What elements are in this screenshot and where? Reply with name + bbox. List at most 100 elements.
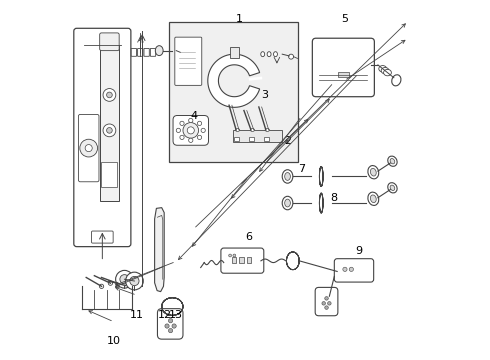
Ellipse shape: [235, 129, 240, 131]
Ellipse shape: [285, 199, 291, 207]
Polygon shape: [208, 54, 260, 107]
Circle shape: [107, 127, 112, 133]
Text: 13: 13: [169, 310, 183, 320]
Circle shape: [107, 92, 112, 98]
Circle shape: [189, 138, 193, 143]
Circle shape: [120, 275, 129, 284]
FancyBboxPatch shape: [74, 28, 131, 247]
Circle shape: [99, 284, 104, 288]
Circle shape: [169, 329, 172, 333]
Circle shape: [325, 297, 328, 300]
FancyBboxPatch shape: [221, 248, 264, 273]
Circle shape: [103, 124, 116, 137]
FancyBboxPatch shape: [315, 287, 338, 316]
Ellipse shape: [370, 168, 376, 176]
Ellipse shape: [379, 66, 387, 72]
Text: 7: 7: [298, 165, 305, 174]
Bar: [338, 72, 349, 77]
Circle shape: [183, 123, 198, 138]
Ellipse shape: [388, 156, 397, 166]
FancyBboxPatch shape: [138, 49, 143, 56]
Circle shape: [130, 276, 139, 285]
Circle shape: [325, 306, 328, 309]
Circle shape: [197, 135, 202, 140]
Text: 2: 2: [284, 136, 291, 146]
Circle shape: [116, 282, 120, 286]
Ellipse shape: [388, 183, 397, 193]
Circle shape: [116, 270, 133, 288]
Text: 9: 9: [355, 246, 362, 256]
Ellipse shape: [381, 67, 389, 74]
Bar: [232, 257, 236, 263]
Circle shape: [125, 272, 143, 290]
Ellipse shape: [390, 158, 395, 164]
Circle shape: [85, 145, 92, 152]
Circle shape: [328, 302, 331, 305]
Circle shape: [180, 121, 184, 126]
Circle shape: [322, 302, 325, 305]
Circle shape: [233, 254, 236, 257]
Circle shape: [343, 267, 347, 271]
FancyBboxPatch shape: [173, 116, 208, 145]
Ellipse shape: [392, 75, 401, 86]
Bar: [234, 137, 239, 141]
FancyBboxPatch shape: [157, 309, 183, 339]
Ellipse shape: [285, 172, 291, 180]
Bar: [239, 257, 244, 263]
Ellipse shape: [261, 52, 265, 57]
Ellipse shape: [265, 129, 270, 131]
FancyBboxPatch shape: [312, 38, 374, 97]
Text: 10: 10: [107, 336, 121, 346]
Text: 5: 5: [341, 14, 348, 24]
Bar: [169, 22, 298, 162]
Text: 4: 4: [190, 111, 197, 121]
FancyBboxPatch shape: [334, 259, 374, 282]
Ellipse shape: [282, 170, 293, 183]
Text: 6: 6: [245, 232, 252, 242]
Ellipse shape: [282, 196, 293, 210]
Text: 11: 11: [130, 310, 144, 320]
Text: 3: 3: [261, 90, 268, 100]
Circle shape: [171, 48, 176, 54]
Circle shape: [197, 121, 202, 126]
Ellipse shape: [390, 185, 395, 190]
FancyBboxPatch shape: [92, 231, 113, 243]
FancyBboxPatch shape: [99, 33, 119, 51]
Ellipse shape: [384, 69, 392, 76]
Circle shape: [187, 127, 195, 134]
Text: 1: 1: [236, 14, 243, 24]
Bar: [233, 130, 282, 142]
Ellipse shape: [368, 192, 379, 206]
Bar: [101, 162, 118, 187]
Circle shape: [201, 128, 205, 132]
Text: 8: 8: [330, 193, 337, 203]
Bar: [99, 45, 119, 201]
Ellipse shape: [155, 46, 163, 55]
Circle shape: [172, 324, 176, 328]
FancyBboxPatch shape: [150, 49, 156, 56]
Ellipse shape: [368, 166, 379, 179]
Circle shape: [103, 89, 116, 101]
Circle shape: [169, 319, 172, 323]
FancyBboxPatch shape: [131, 49, 137, 56]
Text: 12: 12: [158, 310, 172, 320]
Bar: [249, 137, 254, 141]
FancyBboxPatch shape: [144, 49, 149, 56]
FancyBboxPatch shape: [175, 37, 202, 85]
Polygon shape: [155, 208, 164, 292]
Circle shape: [189, 118, 193, 123]
Circle shape: [349, 267, 353, 271]
Ellipse shape: [273, 52, 277, 57]
Circle shape: [123, 283, 128, 288]
Circle shape: [180, 135, 184, 140]
Ellipse shape: [250, 129, 255, 131]
Bar: [264, 137, 269, 141]
Circle shape: [229, 254, 232, 257]
Bar: [247, 257, 251, 263]
Bar: [230, 47, 239, 58]
FancyBboxPatch shape: [78, 114, 99, 182]
Circle shape: [80, 139, 98, 157]
Ellipse shape: [267, 52, 271, 57]
Circle shape: [108, 281, 113, 285]
Circle shape: [165, 324, 169, 328]
